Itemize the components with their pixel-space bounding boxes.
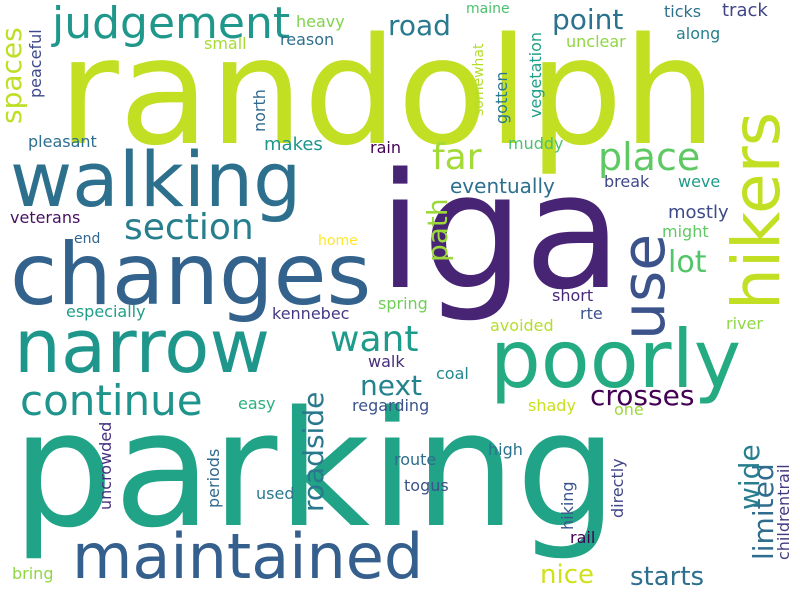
word-starts: starts (630, 562, 705, 592)
word-track: track (722, 0, 768, 21)
word-along: along (676, 24, 721, 43)
word-maintained: maintained (72, 520, 424, 593)
word-walk: walk (368, 352, 405, 371)
word-coal: coal (436, 364, 469, 383)
word-unclear: unclear (566, 32, 626, 51)
word-gotten: gotten (492, 71, 511, 124)
word-makes: makes (264, 134, 323, 155)
word-maine: maine (466, 1, 510, 17)
word-pleasant: pleasant (28, 132, 97, 151)
word-avoided: avoided (490, 316, 554, 335)
word-might: might (662, 222, 709, 241)
word-changes: changes (10, 225, 372, 325)
word-poorly: poorly (490, 313, 742, 406)
word-use: use (609, 233, 679, 340)
word-peaceful: peaceful (26, 29, 45, 98)
word-roadside: roadside (297, 391, 330, 512)
word-river: river (726, 314, 763, 333)
word-reason: reason (280, 30, 335, 49)
word-shady: shady (528, 396, 576, 415)
word-eventually: eventually (450, 174, 555, 198)
word-weve: weve (678, 172, 721, 191)
word-point: point (552, 3, 624, 36)
word-one: one (614, 400, 644, 419)
word-ticks: ticks (664, 2, 702, 21)
word-crosses: crosses (590, 379, 695, 412)
word-childrentrail: childrentrail (774, 464, 793, 560)
word-section: section (124, 207, 254, 248)
word-randolph: randolph (58, 6, 717, 178)
word-next: next (360, 369, 423, 402)
word-easy: easy (238, 394, 276, 413)
word-spaces: spaces (0, 27, 28, 124)
word-rain: rain (370, 138, 401, 157)
word-muddy: muddy (508, 134, 564, 153)
word-bring: bring (12, 564, 54, 583)
word-lot: lot (668, 245, 707, 280)
word-continue: continue (20, 376, 203, 425)
word-periods: periods (204, 448, 223, 508)
word-path: path (421, 198, 454, 262)
word-hikers: hikers (718, 111, 795, 310)
word-mostly: mostly (668, 202, 729, 223)
word-end: end (74, 231, 101, 247)
word-walking: walking (10, 135, 302, 224)
word-judgement: judgement (52, 0, 291, 49)
word-wide: wide (733, 444, 766, 510)
word-small: small (204, 34, 247, 53)
word-parking: parking (12, 376, 618, 563)
word-vegetation: vegetation (526, 31, 545, 118)
word-veterans: veterans (10, 208, 81, 227)
word-iga: iga (378, 138, 623, 325)
word-short: short (552, 286, 594, 305)
word-home: home (318, 233, 358, 249)
word-used: used (256, 484, 295, 503)
word-break: break (604, 172, 650, 191)
word-especially: especially (66, 302, 146, 321)
word-regarding: regarding (352, 396, 430, 415)
word-high: high (488, 440, 523, 459)
word-uncrowded: uncrowded (96, 421, 115, 510)
word-far: far (432, 137, 482, 178)
word-road: road (388, 9, 451, 42)
word-rail: rail (570, 528, 596, 547)
word-directly: directly (608, 458, 627, 518)
word-heavy: heavy (296, 12, 345, 31)
word-somewhat: somewhat (471, 43, 487, 116)
word-north: north (250, 89, 269, 132)
word-want: want (330, 319, 419, 360)
word-route: route (394, 450, 437, 469)
word-kennebec: kennebec (272, 304, 350, 323)
word-place: place (598, 135, 701, 179)
word-hiking: hiking (558, 481, 577, 530)
word-narrow: narrow (14, 304, 270, 390)
word-rte: rte (580, 304, 603, 323)
word-spring: spring (378, 294, 428, 313)
word-togus: togus (404, 476, 449, 495)
word-nice: nice (540, 560, 594, 590)
